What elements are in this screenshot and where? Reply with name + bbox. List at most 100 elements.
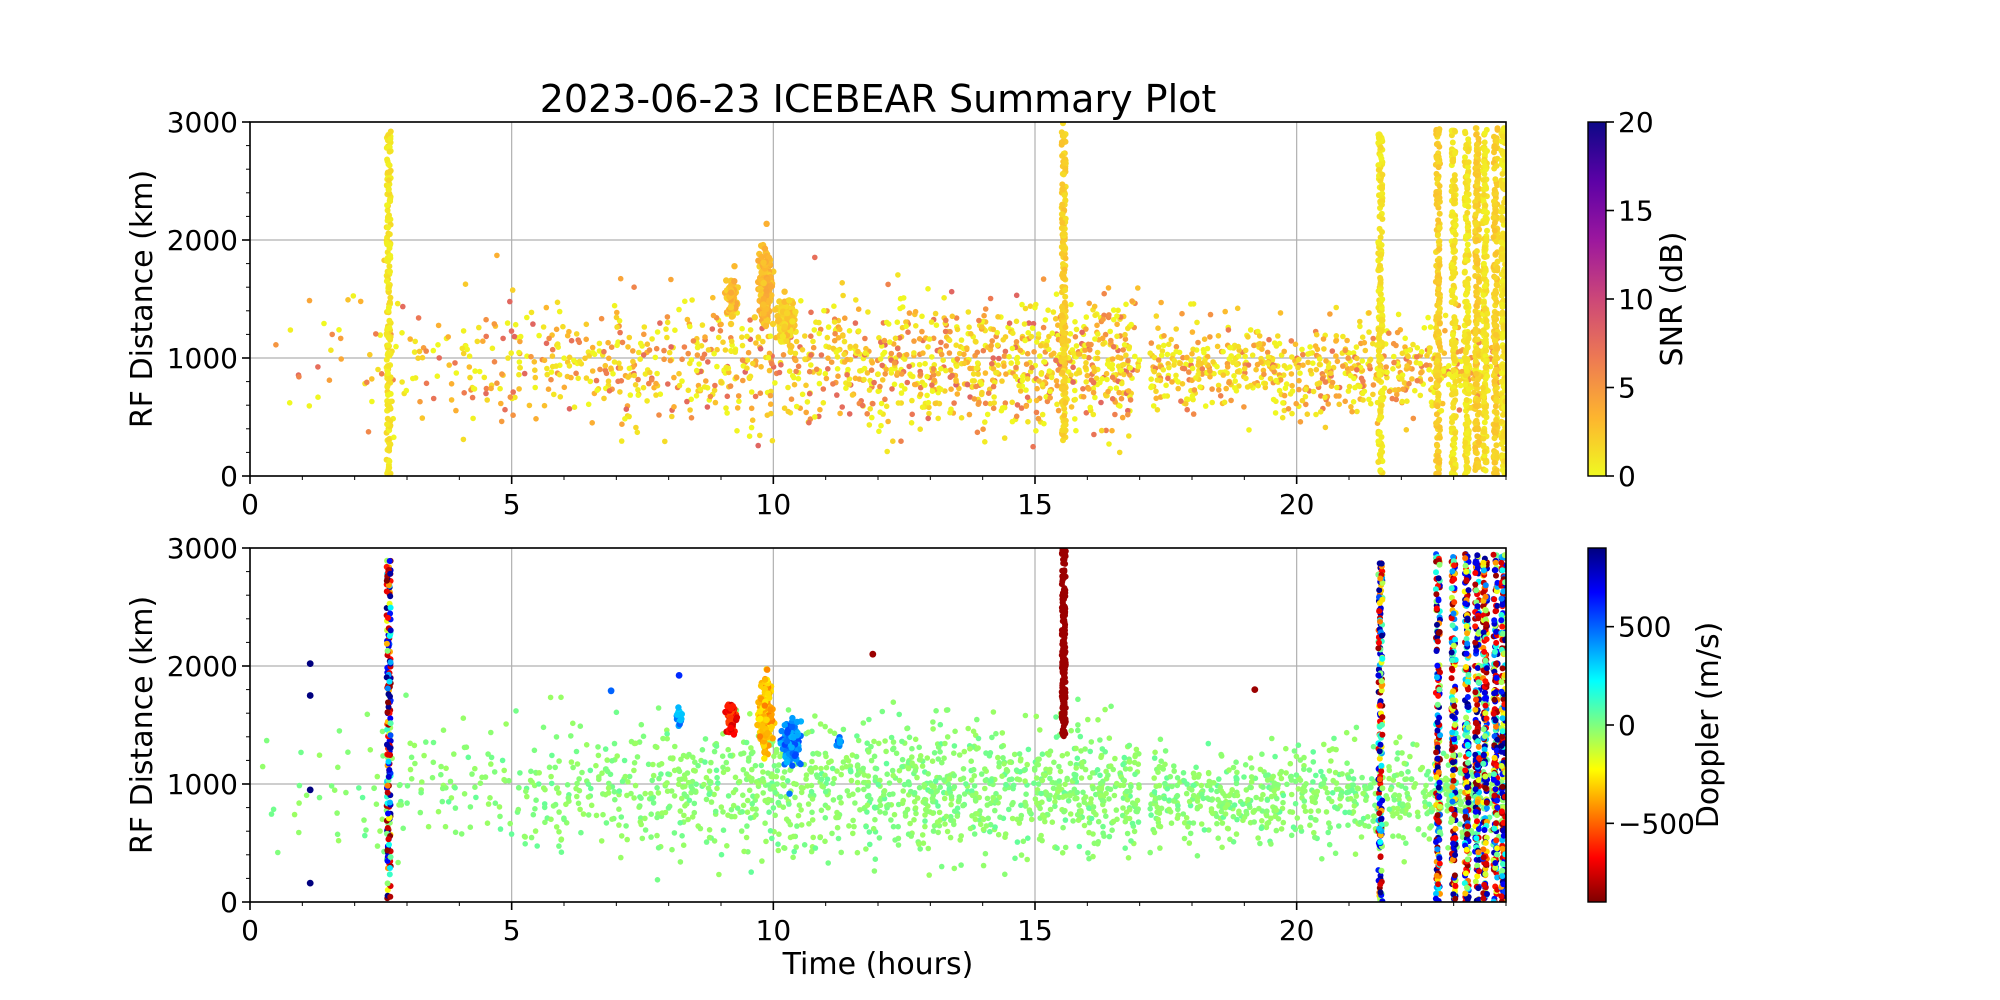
- data-point: [1125, 388, 1132, 394]
- data-point: [855, 348, 861, 355]
- data-point: [1033, 428, 1039, 434]
- streak-point: [1451, 456, 1458, 463]
- data-point: [1270, 364, 1277, 371]
- data-point: [1310, 388, 1317, 395]
- data-point: [922, 382, 928, 388]
- data-point: [864, 411, 870, 417]
- data-point: [853, 297, 859, 303]
- streak-point: [1448, 299, 1455, 306]
- streak-point: [1062, 287, 1069, 294]
- data-point: [792, 350, 799, 357]
- data-point: [834, 824, 841, 831]
- streak-point: [1058, 139, 1065, 146]
- streak-point: [1501, 353, 1506, 360]
- data-point: [1307, 350, 1313, 357]
- data-point: [1287, 364, 1293, 370]
- data-point: [510, 412, 516, 419]
- data-point: [780, 352, 787, 358]
- data-point: [980, 426, 986, 433]
- data-point: [1111, 792, 1118, 799]
- streak-point: [1473, 190, 1480, 197]
- cluster-point: [769, 320, 777, 328]
- data-point: [750, 360, 756, 367]
- data-point: [1329, 379, 1336, 386]
- streak-point: [1500, 221, 1506, 228]
- data-point: [916, 361, 923, 368]
- data-point: [1259, 346, 1265, 353]
- data-point: [967, 825, 974, 832]
- data-point: [1232, 378, 1238, 384]
- data-point: [684, 316, 691, 323]
- data-point: [606, 355, 612, 362]
- data-point: [847, 343, 853, 350]
- data-point: [1104, 361, 1111, 368]
- streak-point: [1376, 416, 1383, 423]
- data-point: [968, 331, 974, 337]
- data-point: [642, 371, 649, 377]
- data-point: [1227, 344, 1234, 351]
- data-point: [329, 331, 336, 338]
- streak-point: [1464, 209, 1471, 216]
- data-point: [1055, 407, 1062, 414]
- data-point: [1181, 365, 1188, 372]
- data-point: [1147, 350, 1153, 357]
- data-point: [903, 319, 909, 325]
- streak-point: [1500, 323, 1506, 330]
- data-point: [328, 347, 334, 354]
- data-point: [657, 391, 664, 398]
- data-point: [1366, 396, 1372, 403]
- data-point: [839, 280, 845, 286]
- data-point: [671, 830, 678, 836]
- data-point: [744, 365, 750, 372]
- data-point: [1366, 329, 1372, 335]
- data-point: [752, 393, 759, 400]
- streak-point: [1491, 378, 1498, 385]
- data-point: [913, 323, 919, 329]
- data-point: [483, 333, 490, 340]
- cluster-point: [760, 295, 767, 303]
- data-point: [1414, 377, 1421, 384]
- data-point: [883, 403, 890, 410]
- streak-point: [386, 458, 393, 465]
- streak-point: [1473, 381, 1480, 388]
- data-point: [637, 356, 643, 363]
- streak-point: [1473, 302, 1480, 309]
- data-point: [1079, 329, 1085, 336]
- data-point: [375, 366, 381, 373]
- streak-point: [1462, 257, 1469, 263]
- streak-point: [1499, 467, 1506, 474]
- data-point: [917, 846, 923, 852]
- streak-point: [1473, 283, 1480, 290]
- data-point: [879, 708, 886, 715]
- streak-point: [387, 135, 394, 142]
- data-point: [287, 327, 294, 333]
- data-point: [625, 344, 631, 350]
- data-point: [901, 356, 908, 362]
- streak-point: [1451, 176, 1458, 183]
- data-point: [1085, 850, 1091, 856]
- data-point: [1175, 385, 1181, 392]
- data-point: [667, 357, 674, 364]
- data-point: [822, 815, 829, 821]
- streak-point: [1379, 389, 1386, 396]
- data-point: [435, 342, 441, 348]
- streak-point: [387, 472, 394, 476]
- streak-point: [1493, 409, 1500, 416]
- streak-point: [1464, 286, 1471, 293]
- data-point: [1245, 362, 1252, 368]
- data-point: [451, 751, 457, 757]
- data-point: [909, 411, 915, 418]
- streak-point: [1464, 163, 1471, 170]
- data-point: [672, 327, 678, 334]
- data-point: [442, 823, 449, 830]
- data-point: [1199, 366, 1206, 372]
- data-point: [919, 328, 925, 335]
- data-point: [974, 365, 981, 371]
- data-point: [635, 376, 641, 383]
- data-point: [1021, 321, 1028, 327]
- data-point: [1116, 389, 1122, 396]
- streak-point: [1493, 344, 1500, 351]
- streak-point: [1482, 364, 1489, 371]
- data-point: [1085, 341, 1092, 348]
- data-point: [415, 315, 422, 321]
